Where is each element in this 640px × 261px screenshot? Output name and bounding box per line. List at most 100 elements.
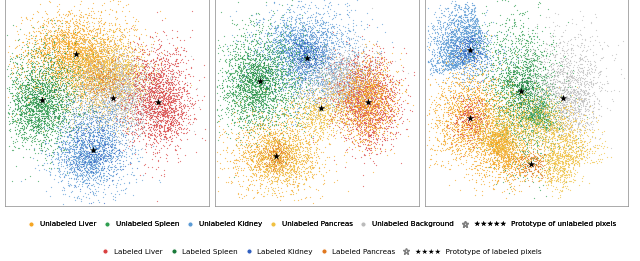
- Point: [301, 167, 312, 171]
- Point: [18, 138, 28, 143]
- Point: [73, 156, 83, 161]
- Point: [542, 98, 552, 103]
- Point: [473, 41, 483, 45]
- Point: [29, 85, 39, 90]
- Point: [285, 135, 296, 139]
- Point: [47, 74, 57, 78]
- Point: [352, 96, 362, 100]
- Point: [84, 154, 94, 158]
- Point: [72, 195, 83, 199]
- Point: [309, 91, 319, 95]
- Point: [563, 118, 573, 122]
- Point: [243, 54, 253, 58]
- Point: [454, 46, 465, 50]
- Point: [278, 178, 289, 182]
- Point: [129, 48, 139, 52]
- Point: [73, 46, 83, 50]
- Point: [128, 95, 138, 99]
- Point: [269, 86, 279, 90]
- Point: [182, 96, 193, 100]
- Point: [386, 88, 396, 92]
- Point: [516, 91, 526, 95]
- Point: [557, 68, 568, 72]
- Point: [263, 140, 273, 144]
- Point: [308, 43, 318, 47]
- Point: [127, 151, 137, 155]
- Point: [496, 153, 506, 157]
- Point: [557, 153, 567, 157]
- Point: [273, 147, 283, 151]
- Point: [92, 129, 102, 134]
- Point: [442, 141, 452, 145]
- Point: [58, 138, 68, 142]
- Point: [499, 59, 509, 63]
- Point: [89, 171, 99, 175]
- Point: [255, 86, 266, 90]
- Point: [86, 129, 97, 134]
- Point: [364, 66, 374, 70]
- Point: [514, 170, 524, 174]
- Point: [278, 141, 289, 145]
- Point: [257, 79, 267, 83]
- Point: [385, 130, 396, 134]
- Point: [172, 35, 182, 39]
- Point: [443, 68, 453, 72]
- Point: [357, 51, 367, 55]
- Point: [300, 130, 310, 134]
- Point: [570, 151, 580, 155]
- Point: [511, 70, 521, 74]
- Point: [522, 109, 532, 114]
- Point: [388, 88, 399, 92]
- Point: [486, 65, 497, 69]
- Point: [56, 24, 67, 28]
- Point: [117, 37, 127, 41]
- Point: [540, 110, 550, 114]
- Point: [527, 123, 537, 128]
- Point: [422, 44, 432, 49]
- Point: [16, 47, 26, 51]
- Point: [58, 38, 68, 43]
- Point: [491, 167, 501, 171]
- Point: [77, 112, 88, 116]
- Point: [95, 168, 106, 172]
- Point: [31, 80, 42, 84]
- Point: [142, 109, 152, 113]
- Point: [283, 45, 293, 50]
- Point: [307, 54, 317, 58]
- Point: [367, 83, 378, 87]
- Point: [454, 114, 464, 118]
- Point: [94, 68, 104, 73]
- Point: [253, 158, 263, 162]
- Point: [452, 152, 463, 156]
- Point: [87, 46, 97, 51]
- Point: [76, 128, 86, 132]
- Point: [109, 95, 120, 99]
- Point: [460, 42, 470, 46]
- Point: [102, 55, 112, 60]
- Point: [300, 38, 310, 42]
- Point: [306, 47, 316, 51]
- Point: [27, 95, 37, 99]
- Point: [331, 13, 341, 17]
- Point: [530, 31, 540, 35]
- Point: [506, 155, 516, 159]
- Point: [65, 62, 75, 66]
- Point: [490, 92, 500, 96]
- Point: [36, 122, 46, 126]
- Point: [499, 36, 509, 40]
- Point: [243, 70, 253, 75]
- Point: [515, 104, 525, 108]
- Point: [179, 48, 189, 52]
- Point: [114, 92, 124, 96]
- Point: [122, 116, 132, 120]
- Point: [116, 30, 127, 34]
- Point: [150, 114, 160, 118]
- Point: [561, 158, 571, 163]
- Point: [467, 84, 477, 88]
- Point: [490, 106, 500, 110]
- Point: [537, 122, 547, 126]
- Point: [507, 103, 517, 107]
- Point: [293, 110, 303, 115]
- Point: [234, 120, 244, 124]
- Point: [573, 76, 584, 80]
